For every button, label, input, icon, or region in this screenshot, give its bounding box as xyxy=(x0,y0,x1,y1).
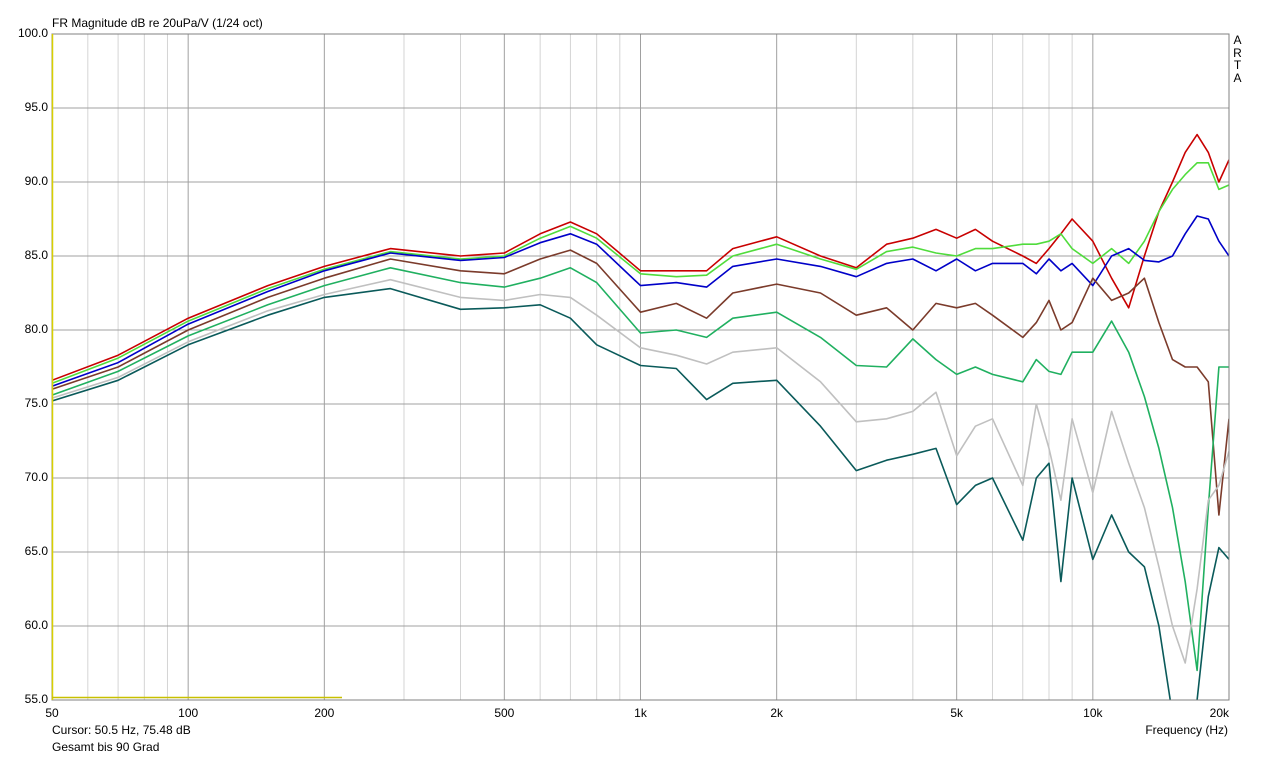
y-tick-label: 85.0 xyxy=(25,248,49,262)
y-tick-label: 95.0 xyxy=(25,100,49,114)
series-line xyxy=(52,215,1229,387)
series-line xyxy=(52,267,1229,672)
series-line xyxy=(52,287,1229,700)
grid xyxy=(51,33,1230,701)
y-tick-label: 60.0 xyxy=(25,618,49,632)
cursor-text: Cursor: 50.5 Hz, 75.48 dB xyxy=(52,723,191,737)
x-tick-label: 100 xyxy=(178,706,198,720)
series-line xyxy=(52,249,1229,516)
y-tick-label: 100.0 xyxy=(18,26,48,40)
series-line xyxy=(52,162,1229,385)
y-tick-label: 75.0 xyxy=(25,396,49,410)
y-tick-label: 55.0 xyxy=(25,692,49,706)
y-tick-label: 70.0 xyxy=(25,470,49,484)
y-tick-label: 90.0 xyxy=(25,174,49,188)
series-line xyxy=(52,278,1229,664)
note: Gesamt bis 90 Grad xyxy=(52,740,159,754)
brand: ARTA xyxy=(1233,33,1242,85)
x-tick-label: 20k xyxy=(1210,706,1230,720)
series-line xyxy=(52,133,1229,382)
x-tick-label: 50 xyxy=(45,706,59,720)
x-tick-label: 200 xyxy=(314,706,334,720)
x-tick-label: 5k xyxy=(950,706,964,720)
plot xyxy=(52,133,1229,700)
chart-title: FR Magnitude dB re 20uPa/V (1/24 oct) xyxy=(52,16,263,30)
y-tick-label: 65.0 xyxy=(25,544,49,558)
y-tick-label: 80.0 xyxy=(25,322,49,336)
x-tick-label: 10k xyxy=(1083,706,1103,720)
x-tick-label: 2k xyxy=(770,706,784,720)
x-tick-label: 1k xyxy=(634,706,648,720)
x-tick-label: 500 xyxy=(494,706,514,720)
x-axis-label: Frequency (Hz) xyxy=(1145,723,1228,737)
